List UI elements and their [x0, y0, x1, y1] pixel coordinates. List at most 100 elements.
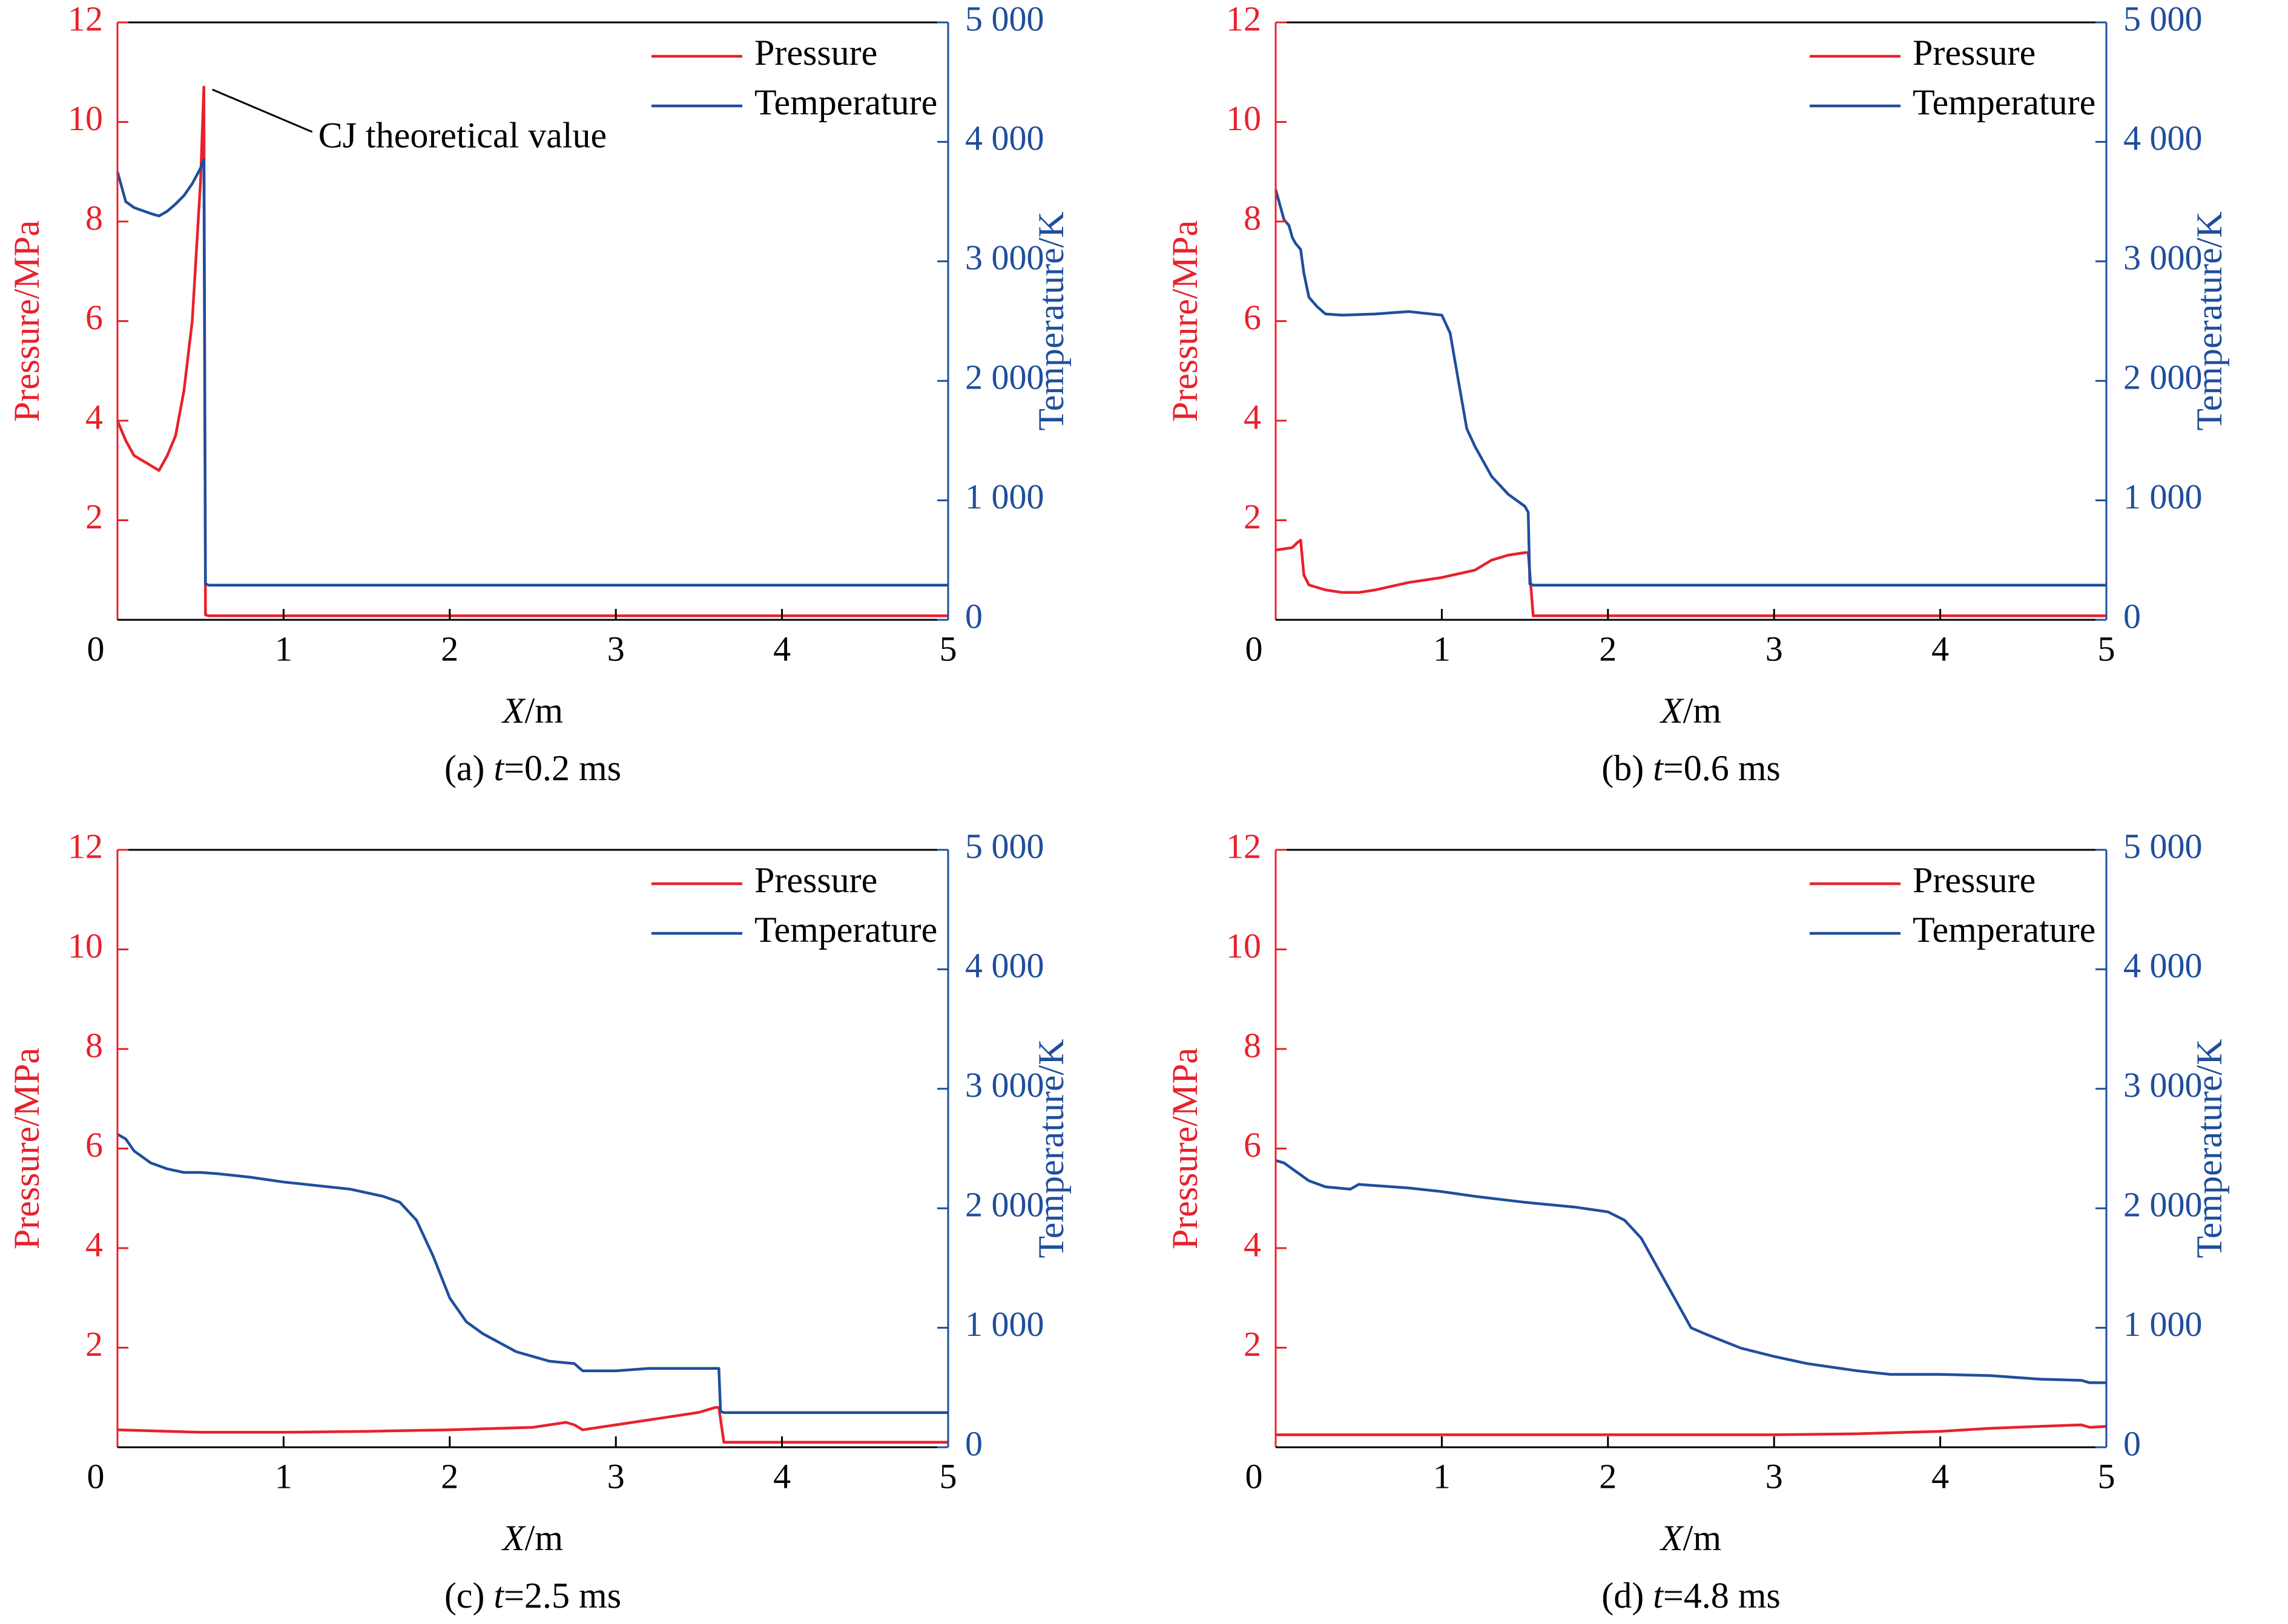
panel-caption: (d) t=4.8 ms — [1601, 1576, 1781, 1616]
x-tick-label: 3 — [607, 630, 625, 669]
y-axis-title-left: Pressure/MPa — [7, 220, 47, 422]
right-tick-label: 0 — [2123, 596, 2141, 636]
x-tick-label: 2 — [1599, 630, 1617, 669]
x-tick-label: 0 — [1245, 630, 1263, 669]
left-tick-label: 4 — [1244, 1225, 1261, 1264]
panel-caption: (b) t=0.6 ms — [1601, 748, 1781, 788]
right-tick-label: 4 000 — [2123, 946, 2203, 985]
legend-label-temperature: Temperature — [754, 910, 937, 950]
right-tick-label: 4 000 — [965, 946, 1044, 985]
legend-label-pressure: Pressure — [1913, 33, 2036, 73]
left-tick-label: 8 — [85, 1025, 103, 1065]
series-line-temperature — [116, 158, 948, 587]
legend-label-pressure: Pressure — [754, 860, 877, 900]
x-tick-label: 2 — [441, 630, 458, 669]
right-tick-label: 3 000 — [965, 238, 1044, 277]
series-line-temperature — [1274, 189, 2106, 587]
x-tick-label: 2 — [441, 1457, 458, 1496]
x-tick-label: 2 — [1599, 1457, 1617, 1496]
left-tick-label: 4 — [1244, 397, 1261, 436]
left-tick-label: 6 — [1244, 298, 1261, 337]
y-axis-title-right: Temperature/K — [1031, 1039, 1071, 1258]
x-tick-label: 5 — [940, 630, 957, 669]
right-tick-label: 5 000 — [965, 0, 1044, 38]
right-tick-label: 0 — [2123, 1424, 2141, 1463]
series-line-pressure — [117, 1405, 948, 1444]
x-tick-label: 4 — [1931, 1457, 1949, 1496]
right-tick-label: 2 000 — [2123, 1185, 2203, 1225]
series-line-pressure — [1275, 539, 2106, 617]
left-tick-label: 8 — [1244, 198, 1261, 237]
x-axis-title: X/m — [1660, 691, 1721, 731]
legend-label-temperature: Temperature — [1913, 82, 2095, 122]
right-tick-label: 3 000 — [2123, 1065, 2203, 1105]
left-tick-label: 10 — [1226, 99, 1261, 138]
right-tick-label: 4 000 — [965, 119, 1044, 158]
x-tick-label: 4 — [773, 1457, 791, 1496]
x-tick-label: 1 — [275, 1457, 292, 1496]
x-tick-label: 4 — [1931, 630, 1949, 669]
x-tick-label: 0 — [1245, 1457, 1263, 1496]
series-line-pressure — [116, 85, 948, 617]
left-tick-label: 4 — [85, 397, 103, 436]
left-tick-label: 10 — [68, 926, 103, 965]
left-tick-label: 12 — [68, 826, 103, 866]
right-tick-label: 5 000 — [2123, 0, 2203, 38]
right-tick-label: 3 000 — [2123, 238, 2203, 277]
right-tick-label: 2 000 — [965, 358, 1044, 397]
left-tick-label: 8 — [85, 198, 103, 237]
annotation-leader-line — [212, 88, 313, 133]
y-axis-title-right: Temperature/K — [1031, 211, 1071, 430]
right-tick-label: 1 000 — [965, 477, 1044, 516]
x-tick-label: 1 — [1433, 1457, 1451, 1496]
right-tick-label: 1 000 — [2123, 477, 2203, 516]
series-line-temperature — [116, 1133, 948, 1415]
x-tick-label: 3 — [1765, 1457, 1783, 1496]
right-tick-label: 0 — [965, 596, 983, 636]
left-tick-label: 6 — [1244, 1125, 1261, 1165]
left-tick-label: 8 — [1244, 1025, 1261, 1065]
left-tick-label: 12 — [1226, 0, 1261, 38]
x-tick-label: 0 — [87, 630, 105, 669]
left-tick-label: 2 — [1244, 497, 1261, 536]
left-tick-label: 4 — [85, 1225, 103, 1264]
left-tick-label: 12 — [1226, 826, 1261, 866]
x-tick-label: 1 — [1433, 630, 1451, 669]
left-tick-label: 2 — [1244, 1324, 1261, 1364]
y-axis-title-right: Temperature/K — [2189, 1039, 2229, 1258]
left-tick-label: 2 — [85, 497, 103, 536]
right-tick-label: 1 000 — [2123, 1304, 2203, 1344]
right-tick-label: 0 — [965, 1424, 983, 1463]
x-tick-label: 5 — [940, 1457, 957, 1496]
right-tick-label: 1 000 — [965, 1304, 1044, 1344]
y-axis-title-left: Pressure/MPa — [7, 1048, 47, 1249]
left-tick-label: 6 — [85, 1125, 103, 1165]
panel-caption: (a) t=0.2 ms — [444, 748, 621, 788]
legend-label-temperature: Temperature — [1913, 910, 2095, 950]
x-axis-title: X/m — [1660, 1518, 1721, 1558]
left-tick-label: 12 — [68, 0, 103, 38]
right-tick-label: 5 000 — [965, 826, 1044, 866]
x-tick-label: 3 — [1765, 630, 1783, 669]
legend-label-pressure: Pressure — [754, 33, 877, 73]
series-line-temperature — [1275, 1159, 2106, 1384]
left-tick-label: 2 — [85, 1324, 103, 1364]
x-tick-label: 5 — [2098, 1457, 2115, 1496]
right-tick-label: 3 000 — [965, 1065, 1044, 1105]
right-tick-label: 5 000 — [2123, 826, 2203, 866]
x-axis-title: X/m — [501, 691, 563, 731]
right-tick-label: 2 000 — [965, 1185, 1044, 1225]
legend-label-temperature: Temperature — [754, 82, 937, 122]
x-tick-label: 1 — [275, 630, 292, 669]
x-tick-label: 0 — [87, 1457, 105, 1496]
x-tick-label: 5 — [2098, 630, 2115, 669]
legend-label-pressure: Pressure — [1913, 860, 2036, 900]
right-tick-label: 2 000 — [2123, 358, 2203, 397]
left-tick-label: 10 — [68, 99, 103, 138]
x-tick-label: 4 — [773, 630, 791, 669]
